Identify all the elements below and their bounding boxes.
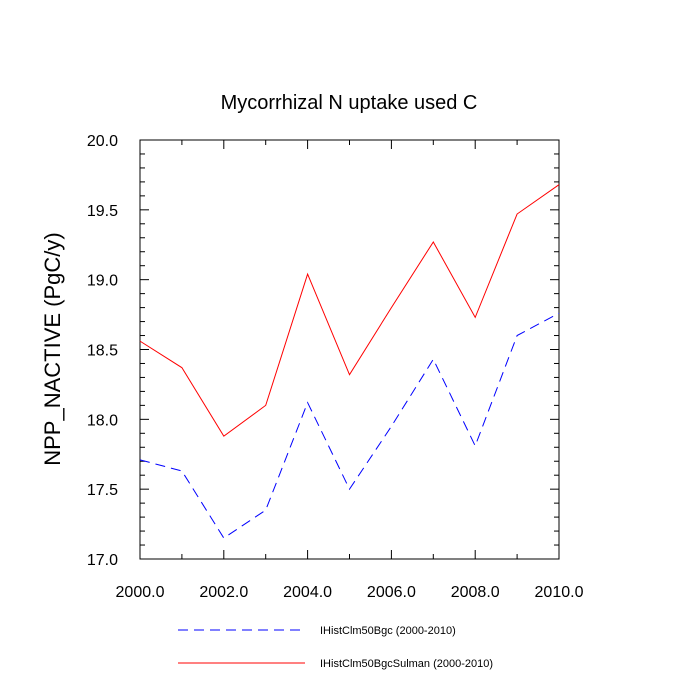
x-tick-label: 2004.0 xyxy=(283,584,332,601)
y-tick-label: 19.5 xyxy=(87,203,118,220)
x-tick-label: 2008.0 xyxy=(451,584,500,601)
chart-title: Mycorrhizal N uptake used C xyxy=(221,92,478,114)
x-tick-label: 2000.0 xyxy=(116,584,165,601)
y-tick-label: 20.0 xyxy=(87,133,118,150)
legend-label-2: IHistClm50BgcSulman (2000-2010) xyxy=(320,658,493,670)
y-tick-label: 18.5 xyxy=(87,343,118,360)
x-tick-label: 2010.0 xyxy=(535,584,584,601)
series-layer xyxy=(139,184,560,539)
y-tick-label: 17.5 xyxy=(87,482,118,499)
series-line-1 xyxy=(139,312,560,539)
y-tick-label: 17.0 xyxy=(87,552,118,569)
axis-ticks xyxy=(139,139,560,560)
legend: IHistClm50Bgc (2000-2010) IHistClm50BgcSu… xyxy=(178,625,493,670)
y-axis-label: NPP_NACTIVE (PgC/y) xyxy=(40,232,65,466)
y-tick-label: 19.0 xyxy=(87,273,118,290)
plot-frame xyxy=(139,139,560,560)
x-tick-label: 2002.0 xyxy=(199,584,248,601)
legend-label-1: IHistClm50Bgc (2000-2010) xyxy=(320,625,456,637)
x-tick-label: 2006.0 xyxy=(367,584,416,601)
series-line-2 xyxy=(139,184,560,437)
axis-tick-labels: 2000.0 2002.0 2004.0 2006.0 2008.0 2010.0 17.0… xyxy=(87,133,584,601)
y-tick-label: 18.0 xyxy=(87,412,118,429)
